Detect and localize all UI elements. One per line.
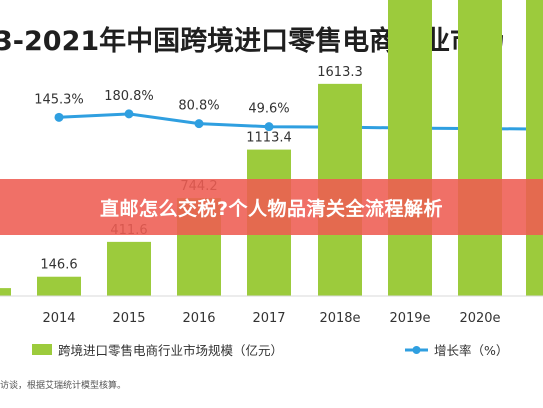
bar-2020e xyxy=(458,0,502,296)
x-tick-2018e: 2018e xyxy=(319,311,360,326)
rate-label-2015: 180.8% xyxy=(104,89,154,104)
banner-title: 直邮怎么交税?个人物品清关全流程解析 xyxy=(99,197,444,220)
rate-point-2016 xyxy=(194,119,204,129)
legend-bar-swatch xyxy=(32,344,52,355)
x-tick-2015: 2015 xyxy=(112,311,145,326)
bar-2019e xyxy=(388,0,432,297)
article-title-banner[interactable]: 直邮怎么交税?个人物品清关全流程解析 xyxy=(0,179,543,235)
rate-label-2014: 145.3% xyxy=(34,92,84,107)
bar-label-2014: 146.6 xyxy=(40,258,77,273)
bar-2 xyxy=(526,0,543,296)
legend-bar-label: 跨境进口零售电商行业市场规模（亿元） xyxy=(58,343,283,358)
x-tick-2017: 2017 xyxy=(252,311,285,326)
rate-point-2015 xyxy=(124,109,134,119)
bar-label-2017: 1113.4 xyxy=(246,131,292,146)
legend: 跨境进口零售电商行业市场规模（亿元） 增长率（%） xyxy=(32,343,508,358)
x-tick-2014: 2014 xyxy=(42,311,75,326)
bar-label-2018e: 1613.3 xyxy=(317,65,363,80)
rate-point-2017 xyxy=(264,122,274,132)
bar-3 xyxy=(0,288,11,296)
rate-label-2017: 49.6% xyxy=(248,102,289,117)
bar-2014 xyxy=(37,276,81,296)
legend-line-label: 增长率（%） xyxy=(434,343,508,358)
legend-line-marker xyxy=(412,346,421,354)
x-tick-2019e: 2019e xyxy=(389,311,430,326)
bar-2015 xyxy=(107,241,151,296)
rate-label-2016: 80.8% xyxy=(178,99,219,114)
source-note: 访谈，根据艾瑞统计模型核算。 xyxy=(0,379,126,391)
x-tick-2016: 2016 xyxy=(182,311,215,326)
rate-point-2014 xyxy=(54,112,64,122)
x-tick-2020e: 2020e xyxy=(459,311,500,326)
